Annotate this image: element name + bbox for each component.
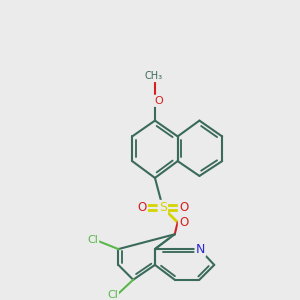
Text: O: O — [137, 201, 147, 214]
Text: O: O — [154, 96, 163, 106]
Text: Cl: Cl — [107, 290, 118, 300]
Text: N: N — [196, 243, 205, 256]
Text: Cl: Cl — [87, 235, 98, 245]
Text: O: O — [179, 216, 188, 229]
Text: O: O — [179, 201, 188, 214]
Text: CH₃: CH₃ — [145, 71, 163, 81]
Text: S: S — [159, 201, 167, 214]
